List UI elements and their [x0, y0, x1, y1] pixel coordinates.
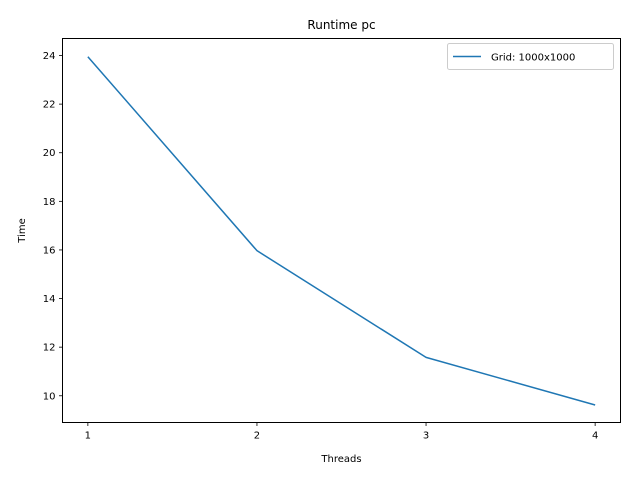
x-axis: 1 2 3 4: [85, 422, 598, 442]
y-tick-label: 22: [43, 100, 56, 111]
legend: Grid: 1000x1000: [447, 43, 614, 70]
series-line: [87, 56, 596, 406]
y-tick-label: 20: [43, 148, 56, 159]
y-tick-label: 16: [43, 245, 56, 256]
x-tick-label: 1: [85, 431, 91, 442]
y-axis: 10 12 14 16 18 20 22 24: [43, 51, 63, 402]
y-tick-label: 12: [43, 343, 56, 354]
x-axis-label: Threads: [320, 454, 361, 465]
plot-frame: [62, 38, 621, 423]
y-tick-label: 24: [43, 51, 56, 62]
x-tick-label: 4: [592, 431, 598, 442]
y-tick-label: 14: [43, 294, 56, 305]
legend-label: Grid: 1000x1000: [491, 53, 575, 64]
x-tick-label: 2: [254, 431, 260, 442]
y-tick-label: 18: [43, 197, 56, 208]
y-tick-label: 10: [43, 391, 56, 402]
x-tick-label: 3: [423, 431, 429, 442]
legend-box: [447, 43, 614, 70]
y-axis-label: Time: [17, 218, 28, 243]
series-layer: [87, 56, 596, 406]
chart-title: Runtime pc: [307, 18, 375, 32]
plot-area: [62, 38, 621, 423]
